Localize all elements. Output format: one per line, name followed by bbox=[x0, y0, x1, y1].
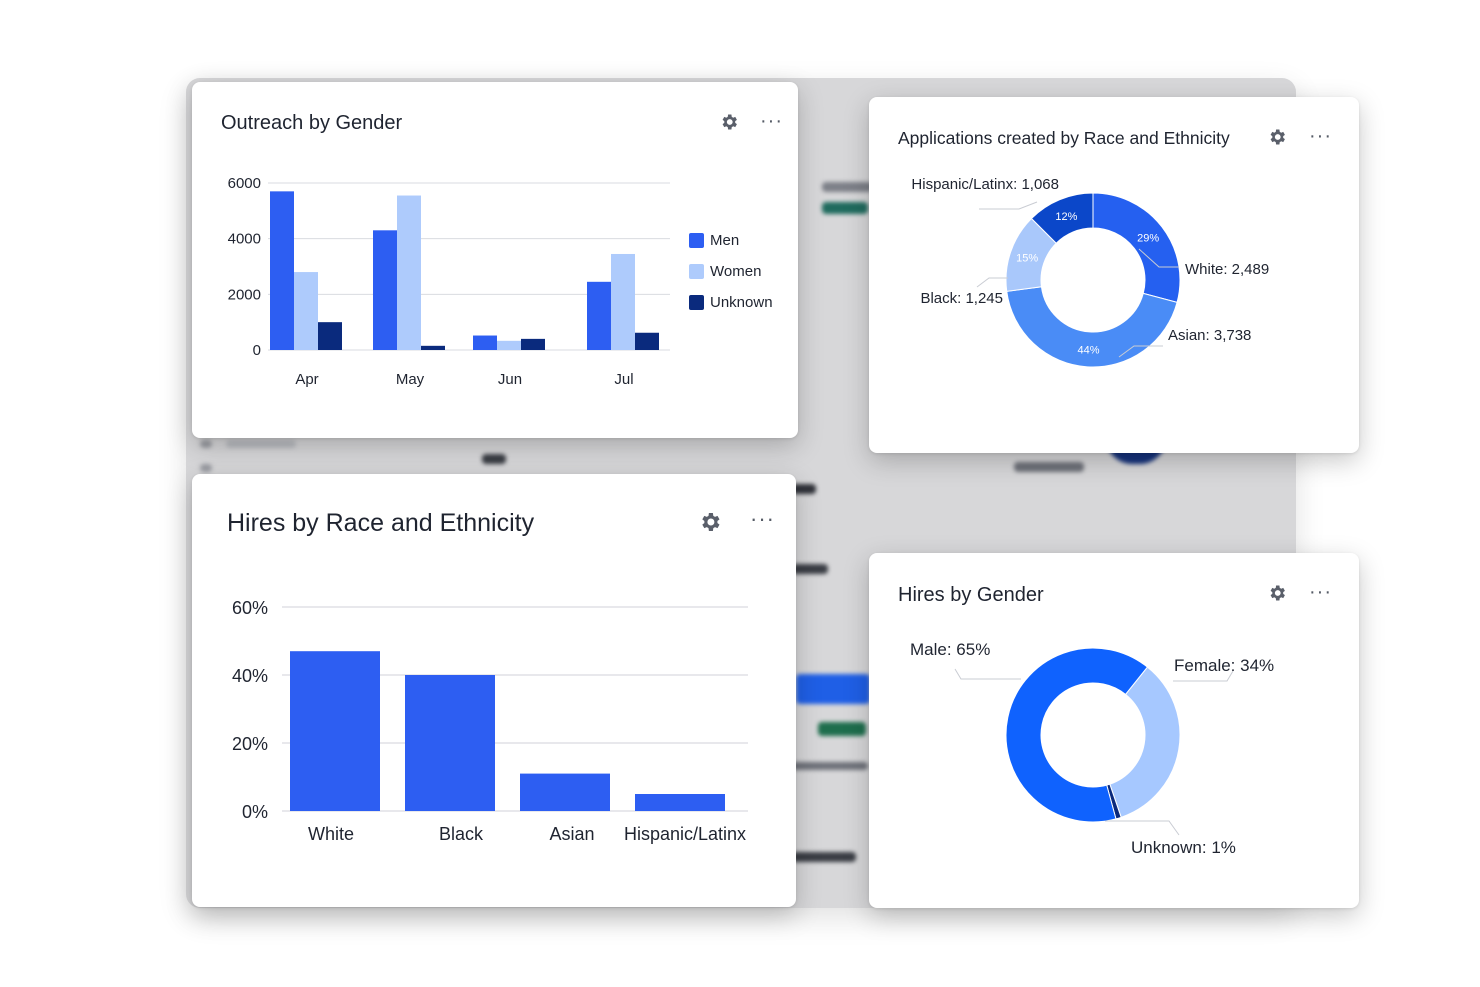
legend-label: Men bbox=[710, 232, 740, 249]
leader-line bbox=[979, 201, 1038, 210]
card-title: Applications created by Race and Ethnici… bbox=[898, 128, 1230, 148]
slice-label: Male: 65% bbox=[910, 640, 990, 659]
background-placeholder bbox=[1014, 462, 1084, 472]
bar-women bbox=[497, 340, 521, 350]
y-tick-label: 40% bbox=[232, 666, 268, 686]
bar-women bbox=[294, 272, 318, 350]
x-tick-label: Jul bbox=[614, 371, 633, 388]
bar-men bbox=[473, 335, 497, 350]
slice-label: White: 2,489 bbox=[1185, 261, 1269, 278]
y-tick-label: 4000 bbox=[228, 231, 261, 248]
legend-item: Women bbox=[689, 256, 773, 287]
legend-label: Women bbox=[710, 263, 762, 280]
y-tick-label: 0 bbox=[253, 342, 261, 359]
leader-line bbox=[1173, 670, 1234, 682]
bar bbox=[405, 675, 495, 811]
y-tick-label: 6000 bbox=[228, 175, 261, 192]
slice-percent-label: 44% bbox=[1077, 344, 1099, 356]
slice-label: Female: 34% bbox=[1174, 656, 1274, 675]
leader-line bbox=[954, 668, 1021, 680]
leader-line bbox=[1105, 820, 1180, 836]
background-placeholder bbox=[796, 674, 870, 704]
background-placeholder bbox=[792, 852, 856, 862]
background-placeholder bbox=[818, 722, 866, 736]
background-placeholder bbox=[226, 440, 296, 448]
leader-line bbox=[1138, 248, 1179, 268]
donut-slice bbox=[1109, 666, 1181, 818]
legend-swatch bbox=[689, 295, 704, 310]
background-placeholder bbox=[792, 564, 828, 574]
card-title: Outreach by Gender bbox=[221, 112, 403, 134]
slice-label: Black: 1,245 bbox=[920, 290, 1003, 307]
x-tick-label: Asian bbox=[549, 824, 594, 844]
background-placeholder bbox=[792, 762, 868, 770]
leader-line bbox=[976, 277, 1008, 288]
background-placeholder bbox=[200, 464, 212, 472]
x-tick-label: White bbox=[308, 824, 354, 844]
donut-slice bbox=[1092, 192, 1181, 304]
hires-gender-donut-chart: Male: 65% Female: 34% Unknown: 1% bbox=[910, 640, 1274, 857]
bar bbox=[635, 794, 725, 811]
slice-percent-label: 29% bbox=[1137, 233, 1159, 245]
applications-by-race-card: Applications created by Race and Ethnici… bbox=[869, 97, 1359, 453]
legend-item: Men bbox=[689, 225, 773, 256]
more-options-icon[interactable]: ··· bbox=[750, 506, 775, 531]
outreach-chart: 6000 4000 2000 0 Apr May Jun Jul bbox=[228, 175, 670, 388]
slice-percent-label: 12% bbox=[1055, 211, 1077, 223]
slice-label: Hispanic/Latinx: 1,068 bbox=[911, 176, 1059, 193]
x-tick-label: Apr bbox=[295, 371, 318, 388]
background-placeholder bbox=[822, 202, 868, 214]
x-tick-label: Hispanic/Latinx bbox=[624, 824, 746, 844]
legend-label: Unknown bbox=[710, 294, 773, 311]
bar bbox=[290, 651, 380, 811]
y-tick-label: 20% bbox=[232, 734, 268, 754]
bar-women bbox=[611, 253, 635, 350]
card-title: Hires by Race and Ethnicity bbox=[227, 509, 535, 537]
more-options-icon[interactable]: ··· bbox=[760, 110, 783, 132]
x-tick-label: May bbox=[396, 371, 425, 388]
background-placeholder bbox=[822, 182, 872, 192]
bar-men bbox=[373, 230, 397, 350]
donut-slice bbox=[1006, 286, 1178, 368]
x-tick-label: Jun bbox=[498, 371, 522, 388]
bar-unknown bbox=[521, 338, 545, 350]
x-tick-label: Black bbox=[439, 824, 484, 844]
background-placeholder bbox=[200, 440, 212, 448]
outreach-by-gender-card: Outreach by Gender ··· 6000 4000 2000 0 Apr M… bbox=[192, 82, 798, 438]
legend-item: Unknown bbox=[689, 287, 773, 318]
applications-donut-chart: 29% White: 2,489 44% Asian: 3,738 15% Black: … bbox=[911, 176, 1269, 368]
hires-race-chart: 60% 40% 20% 0% White Black Asian Hispanic/Latin… bbox=[232, 598, 748, 844]
background-placeholder bbox=[482, 454, 506, 464]
slice-percent-label: 15% bbox=[1016, 253, 1038, 265]
donut-slice bbox=[1030, 192, 1094, 244]
slice-label: Asian: 3,738 bbox=[1168, 327, 1251, 344]
gear-icon[interactable] bbox=[719, 112, 739, 132]
y-tick-label: 0% bbox=[242, 802, 268, 822]
bar-unknown bbox=[318, 322, 342, 350]
bar-unknown bbox=[421, 345, 445, 350]
hires-by-race-card: Hires by Race and Ethnicity ··· 60% 40% 20… bbox=[192, 474, 796, 907]
gear-icon[interactable] bbox=[698, 510, 722, 534]
gear-icon[interactable] bbox=[1267, 127, 1287, 147]
hires-by-gender-card: Hires by Gender ··· Male: 65% Female: 34%… bbox=[869, 553, 1359, 908]
bar-unknown bbox=[635, 332, 659, 350]
background-placeholder bbox=[792, 484, 816, 494]
y-tick-label: 2000 bbox=[228, 286, 261, 303]
legend-swatch bbox=[689, 233, 704, 248]
card-title: Hires by Gender bbox=[898, 584, 1044, 606]
legend-swatch bbox=[689, 264, 704, 279]
chart-legend: Men Women Unknown bbox=[689, 225, 773, 318]
gear-icon[interactable] bbox=[1267, 583, 1287, 603]
bar-men bbox=[270, 191, 294, 350]
leader-line bbox=[1118, 345, 1163, 358]
y-tick-label: 60% bbox=[232, 598, 268, 618]
bar bbox=[520, 773, 610, 811]
bar-women bbox=[397, 195, 421, 350]
slice-label: Unknown: 1% bbox=[1131, 838, 1236, 857]
bar-men bbox=[587, 281, 611, 350]
donut-slice bbox=[1005, 647, 1149, 823]
